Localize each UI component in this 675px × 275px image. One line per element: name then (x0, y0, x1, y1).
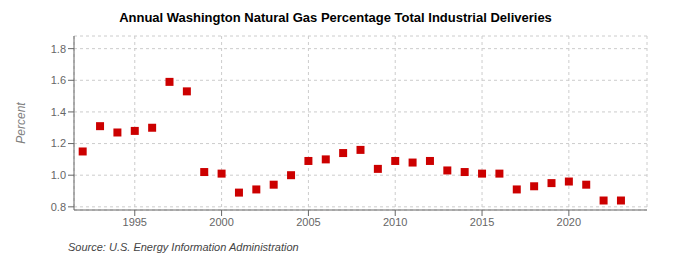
html-text:Annual Washington Natural Gas: Annual Washington Natural Gas Percentage… (119, 10, 552, 25)
svg-text:2005: 2005 (296, 216, 320, 228)
svg-text:1.4: 1.4 (51, 106, 66, 118)
html-text:Source: U.S. Energy Informatio: Source: U.S. Energy Information Administ… (68, 241, 299, 253)
svg-text:1.2: 1.2 (51, 137, 66, 149)
svg-text:2015: 2015 (470, 216, 494, 228)
svg-text:1.0: 1.0 (51, 169, 66, 181)
svg-text:Percent: Percent (14, 102, 28, 144)
svg-text:1995: 1995 (123, 216, 147, 228)
svg-text:1.6: 1.6 (51, 74, 66, 86)
svg-text:2010: 2010 (383, 216, 407, 228)
svg-text:2000: 2000 (209, 216, 233, 228)
svg-text:2020: 2020 (557, 216, 581, 228)
svg-text:1.8: 1.8 (51, 43, 66, 55)
svg-text:0.8: 0.8 (51, 201, 66, 213)
